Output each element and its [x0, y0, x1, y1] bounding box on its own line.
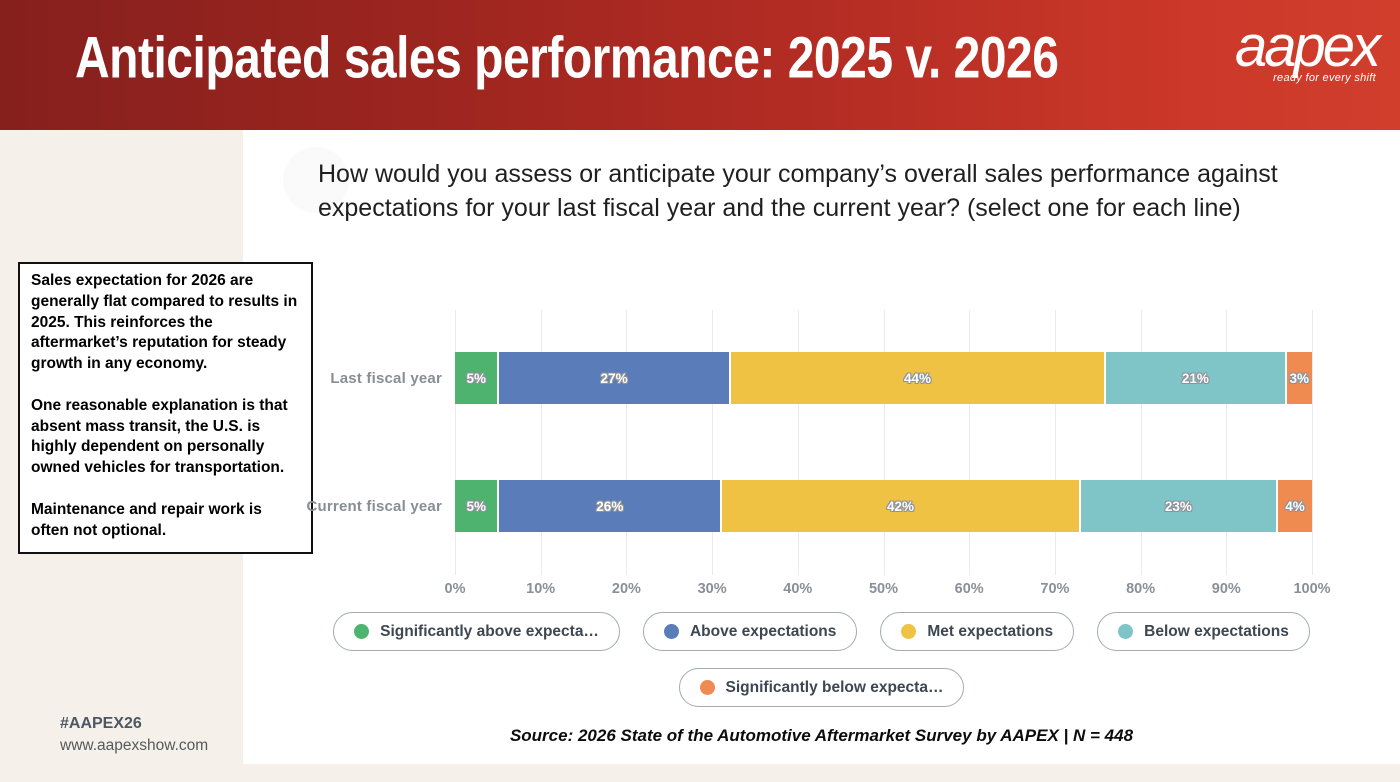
- legend-label: Significantly above expecta…: [380, 622, 599, 640]
- bar-segment-value-label: 21%: [1181, 370, 1209, 386]
- x-axis-tick-label: 100%: [1293, 581, 1331, 597]
- bar-segment: 27%: [499, 352, 729, 404]
- x-axis-tick-label: 90%: [1211, 581, 1241, 597]
- survey-question: How would you assess or anticipate your …: [318, 160, 1278, 222]
- category-label-last-fiscal-year: Last fiscal year: [330, 370, 442, 387]
- x-axis-tick-label: 30%: [697, 581, 727, 597]
- legend-color-dot: [901, 624, 917, 639]
- x-axis-tick-label: 50%: [868, 581, 899, 597]
- commentary-paragraph: Sales expectation for 2026 are generally…: [31, 272, 298, 373]
- bar-segment-value-label: 42%: [886, 498, 914, 514]
- bar-segment: 21%: [1106, 352, 1285, 404]
- legend-pill[interactable]: Above expectations: [642, 612, 858, 651]
- x-axis-tick-label: 20%: [611, 581, 641, 597]
- gridline: [455, 310, 456, 575]
- bar-row: 5% 26% 42% 23% 4%: [455, 480, 1312, 532]
- bar-segment: 44%: [730, 352, 1105, 404]
- bar-segment: 26%: [499, 480, 721, 532]
- page-title: Anticipated sales performance: 2025 v. 2…: [75, 26, 1059, 91]
- legend-color-dot: [354, 624, 370, 639]
- category-label-current-fiscal-year: Current fiscal year: [306, 498, 442, 515]
- bar-segment-value-label: 5%: [466, 370, 486, 386]
- legend-row-1: Significantly above expecta… Above expect…: [243, 612, 1400, 651]
- bar-segment-value-label: 4%: [1285, 498, 1305, 514]
- legend-pill[interactable]: Significantly below expecta…: [678, 668, 965, 707]
- legend-pill[interactable]: Below expectations: [1097, 612, 1310, 651]
- bar-row: 5% 27% 44% 21% 3%: [455, 352, 1313, 404]
- x-axis-tick-label: 80%: [1126, 581, 1156, 597]
- bar-segment-value-label: 5%: [466, 498, 486, 514]
- gridline: [1054, 310, 1056, 575]
- x-axis-tick-label: 60%: [954, 581, 984, 597]
- event-hashtag: #AAPEX26: [60, 715, 142, 732]
- gridline: [1226, 310, 1228, 575]
- x-axis: 0% 10% 20% 30% 40% 50% 60% 70% 80% 90% 100%: [445, 581, 1331, 601]
- aapex-logo-tagline: ready for every shift: [1273, 72, 1376, 84]
- legend-color-dot: [1118, 624, 1134, 639]
- website-url: www.aapexshow.com: [60, 737, 209, 754]
- bar-segment-value-label: 27%: [600, 370, 628, 386]
- x-axis-tick-label: 0%: [444, 581, 466, 597]
- gridline: [1312, 310, 1313, 575]
- gridline: [797, 310, 799, 575]
- bar-segment: 5%: [455, 352, 498, 404]
- legend-color-dot: [663, 624, 679, 639]
- bar-segment: 42%: [722, 480, 1079, 532]
- gridline: [626, 310, 628, 575]
- x-axis-tick-label: 40%: [783, 581, 813, 597]
- gridline: [712, 310, 714, 575]
- gridline: [969, 310, 971, 575]
- bottom-strip: [0, 764, 1400, 782]
- bar-segment-value-label: 3%: [1289, 370, 1310, 386]
- plot-area: 5% 27% 44% 21% 3% 5% 26% 42% 23% 4%: [455, 310, 1313, 575]
- commentary-paragraph: Maintenance and repair work is often not…: [31, 500, 262, 539]
- bar-segment-value-label: 44%: [903, 370, 931, 386]
- legend-label: Met expectations: [927, 622, 1054, 640]
- bar-segment: 3%: [1286, 352, 1313, 404]
- bar-segment: 4%: [1278, 480, 1312, 532]
- gridline: [883, 310, 885, 575]
- x-axis-tick-label: 70%: [1040, 581, 1070, 597]
- gridline: [1140, 310, 1142, 575]
- bar-segment: 5%: [455, 480, 498, 532]
- commentary-paragraph: One reasonable explanation is that absen…: [31, 396, 288, 477]
- aapex-logo-text: aapex: [1234, 14, 1381, 79]
- legend-label: Below expectations: [1144, 622, 1289, 640]
- source-note: Source: 2026 State of the Automotive Aft…: [509, 726, 1134, 745]
- legend-label: Above expectations: [689, 622, 837, 640]
- header-bar: Anticipated sales performance: 2025 v. 2…: [0, 0, 1400, 130]
- bar-segment-value-label: 26%: [596, 498, 624, 514]
- bar-segment-value-label: 23%: [1164, 498, 1192, 514]
- legend-row-2: Significantly below expecta…: [243, 668, 1400, 707]
- commentary-box: Sales expectation for 2026 are generally…: [18, 262, 313, 555]
- gridline: [540, 310, 542, 575]
- aapex-logo: aapex ready for every shift: [1234, 14, 1381, 85]
- legend-color-dot: [699, 680, 715, 695]
- legend-pill[interactable]: Significantly above expecta…: [333, 612, 620, 651]
- legend-label: Significantly below expecta…: [725, 678, 944, 696]
- legend-pill[interactable]: Met expectations: [880, 612, 1075, 651]
- bar-segment: 23%: [1080, 480, 1277, 532]
- x-axis-tick-label: 10%: [526, 581, 556, 597]
